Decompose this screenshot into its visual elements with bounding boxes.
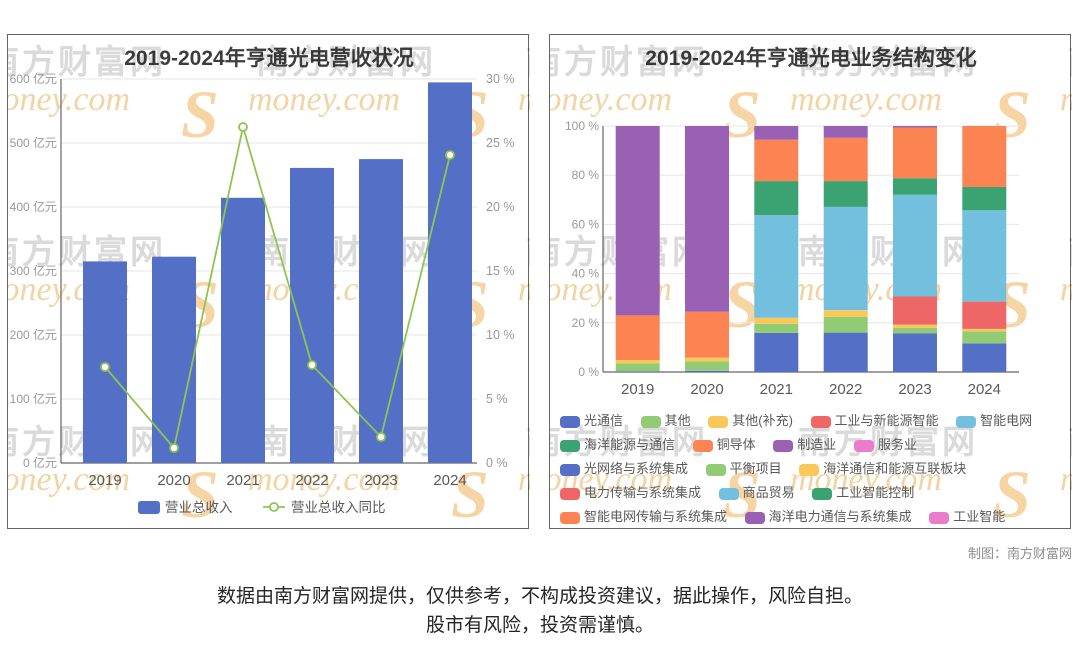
svg-text:300 亿元: 300 亿元: [10, 263, 57, 278]
svg-text:20 %: 20 %: [572, 316, 600, 330]
svg-text:营业总收入: 营业总收入: [165, 500, 233, 515]
svg-text:2024: 2024: [968, 381, 1001, 398]
svg-text:2019: 2019: [88, 472, 121, 489]
svg-text:0 %: 0 %: [578, 365, 599, 379]
svg-text:营业总收入同比: 营业总收入同比: [291, 500, 386, 515]
svg-text:2024: 2024: [433, 472, 466, 489]
svg-text:100 亿元: 100 亿元: [10, 391, 57, 406]
svg-text:60 %: 60 %: [572, 217, 600, 231]
svg-text:30 %: 30 %: [486, 72, 515, 86]
svg-text:80 %: 80 %: [572, 168, 600, 182]
svg-text:2022: 2022: [829, 381, 862, 398]
svg-text:25 %: 25 %: [486, 136, 515, 150]
svg-text:40 %: 40 %: [572, 267, 600, 281]
svg-text:15 %: 15 %: [486, 264, 515, 278]
svg-text:100 %: 100 %: [565, 119, 599, 133]
svg-text:400 亿元: 400 亿元: [10, 199, 57, 214]
svg-text:2019: 2019: [621, 381, 654, 398]
svg-text:2023: 2023: [364, 472, 397, 489]
svg-text:600 亿元: 600 亿元: [10, 71, 57, 86]
svg-text:2023: 2023: [898, 381, 931, 398]
svg-text:2020: 2020: [157, 472, 190, 489]
svg-text:0 亿元: 0 亿元: [23, 455, 57, 470]
svg-text:10 %: 10 %: [486, 328, 515, 342]
svg-text:2021: 2021: [226, 472, 259, 489]
svg-text:500 亿元: 500 亿元: [10, 135, 57, 150]
svg-text:5 %: 5 %: [486, 392, 508, 406]
svg-text:2020: 2020: [690, 381, 723, 398]
svg-text:0 %: 0 %: [486, 456, 508, 470]
svg-text:20 %: 20 %: [486, 200, 515, 214]
svg-text:2021: 2021: [760, 381, 793, 398]
svg-text:200 亿元: 200 亿元: [10, 327, 57, 342]
svg-text:2022: 2022: [295, 472, 328, 489]
